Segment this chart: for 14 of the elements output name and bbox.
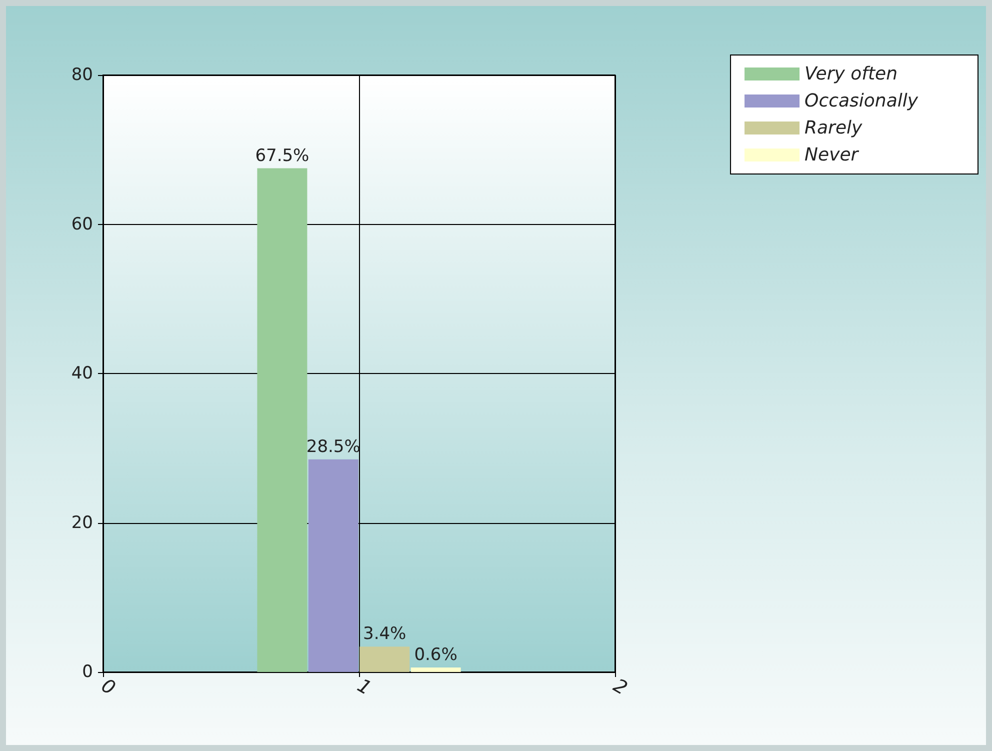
- x-tick-label: 0: [98, 674, 119, 700]
- legend-label: Occasionally: [804, 90, 918, 112]
- legend-label: Never: [804, 144, 860, 166]
- legend-label: Very often: [804, 64, 898, 84]
- x-tick-label: 2: [610, 674, 631, 700]
- y-tick-label: 20: [71, 512, 93, 533]
- x-tick-label: 1: [354, 674, 375, 700]
- y-tick-label: 80: [71, 65, 93, 85]
- legend-label: Rarely: [804, 118, 863, 138]
- data-label: 0.6%: [414, 645, 458, 666]
- data-label: 67.5%: [255, 146, 310, 166]
- y-tick-label: 40: [71, 364, 93, 384]
- y-tick-label: 60: [71, 214, 93, 234]
- data-label: 3.4%: [363, 624, 406, 644]
